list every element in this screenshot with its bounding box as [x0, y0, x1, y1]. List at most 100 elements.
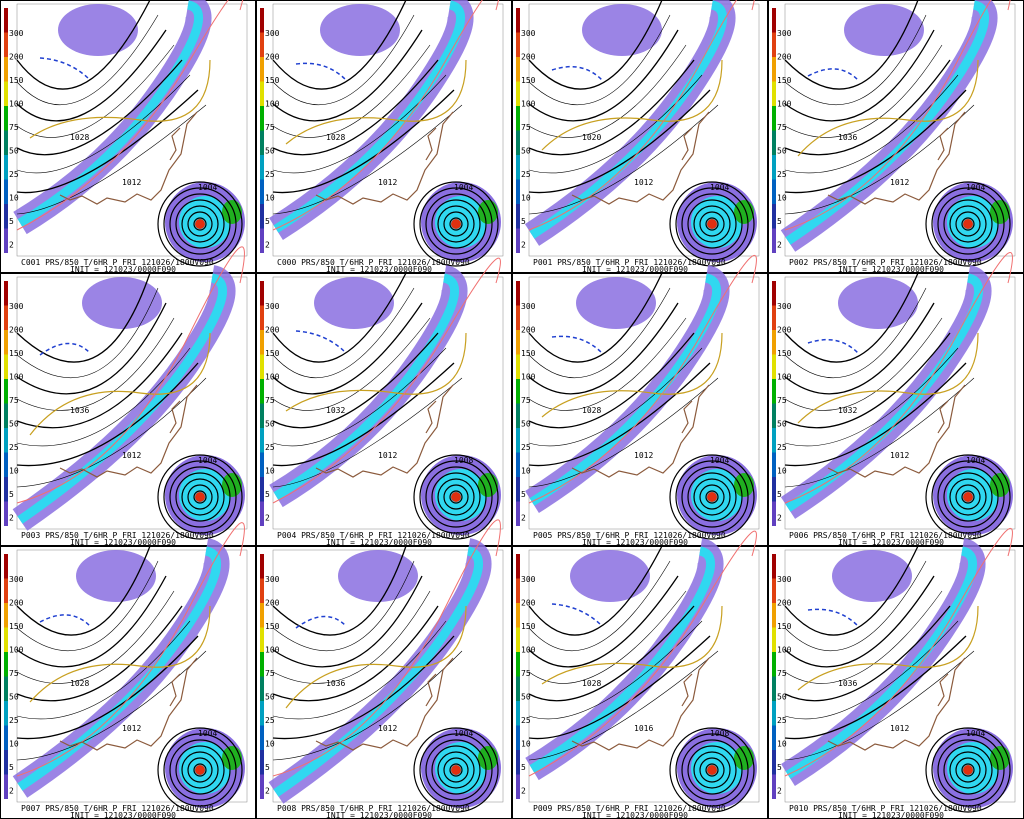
isobar: [419, 187, 493, 261]
colorbar-segment: [772, 676, 776, 701]
colorbar-label: 5: [9, 217, 14, 226]
height-contour: [272, 104, 463, 215]
precip-blob: [832, 550, 912, 602]
pressure-label: 1012: [634, 451, 653, 460]
height-contour: [528, 29, 679, 122]
colorbar-segment: [260, 57, 264, 82]
precip-blob: [314, 277, 394, 329]
isobar: [961, 763, 975, 777]
height-contour: [272, 377, 463, 488]
height-contour: [272, 89, 455, 194]
height-contour: [272, 0, 407, 90]
pressure-label: 1020: [582, 133, 601, 142]
isobar: [687, 472, 737, 522]
borders: [827, 384, 966, 478]
precip-core: [785, 273, 984, 512]
isobar: [943, 199, 993, 249]
colorbar-label: 200: [265, 326, 280, 335]
colorbar-label: 5: [265, 217, 270, 226]
colorbar-label: 150: [521, 349, 536, 358]
colorbar-segment: [516, 330, 520, 355]
borders: [827, 111, 966, 205]
pressure-label: 1036: [70, 406, 89, 415]
colorbar-segment: [516, 204, 520, 229]
colorbar-segment: [772, 652, 776, 677]
isobar: [705, 763, 719, 777]
colorbar-segment: [260, 554, 264, 579]
temp-contour-warm: [272, 519, 501, 777]
colorbar-label: 300: [777, 29, 792, 38]
colorbar-segment: [772, 204, 776, 229]
colorbar-segment: [516, 155, 520, 180]
storm-heavy: [734, 746, 754, 770]
isobar: [949, 478, 987, 516]
colorbar-label: 300: [777, 575, 792, 584]
isobar: [443, 484, 469, 510]
colorbar-label: 25: [265, 170, 275, 179]
colorbar-label: 100: [521, 100, 536, 109]
storm-center: [707, 765, 717, 775]
height-contour: [528, 287, 671, 379]
colorbar-label: 50: [521, 147, 531, 156]
colorbar-segment: [4, 750, 8, 775]
isobar: [443, 211, 469, 237]
isobar: [187, 211, 213, 237]
colorbar-label: 150: [265, 622, 280, 631]
height-contour: [784, 545, 919, 636]
precip-core: [273, 546, 484, 797]
pressure-label: 1032: [838, 406, 857, 415]
height-contour: [784, 317, 943, 411]
isobar: [961, 490, 975, 504]
colorbar-label: 5: [9, 763, 14, 772]
colorbar-label: 150: [9, 349, 24, 358]
height-contour: [16, 287, 159, 379]
colorbar-label: 25: [777, 170, 787, 179]
colorbar-label: 200: [265, 53, 280, 62]
colorbar-segment: [516, 379, 520, 404]
freezing-line: [807, 608, 859, 627]
isobar: [175, 472, 225, 522]
freezing-line: [39, 57, 91, 81]
freezing-line: [39, 614, 91, 627]
isobar: [449, 217, 463, 231]
colorbar-segment: [516, 477, 520, 502]
colorbar-label: 100: [265, 100, 280, 109]
member-caption: P006 PRS/850 T/6HR P FRI 121026/1800V090: [789, 531, 982, 540]
storm-heavy: [222, 473, 242, 497]
colorbar-label: 200: [521, 599, 536, 608]
height-contour: [528, 545, 663, 636]
colorbar-segment: [516, 603, 520, 628]
height-contour: [16, 377, 207, 488]
height-contour: [528, 362, 711, 467]
temp-contour-warm: [272, 0, 499, 231]
temp-contour-warm: [16, 246, 245, 504]
colorbar-label: 10: [9, 740, 19, 749]
colorbar-label: 10: [9, 467, 19, 476]
member-caption: P004 PRS/850 T/6HR P FRI 121026/1800V090: [277, 531, 470, 540]
isobar: [699, 757, 725, 783]
isobar: [705, 490, 719, 504]
init-caption: INIT = 121023/0000F090: [838, 538, 944, 547]
freezing-line: [551, 335, 603, 354]
colorbar-label: 200: [777, 53, 792, 62]
colorbar-segment: [260, 750, 264, 775]
height-contour: [272, 545, 407, 636]
height-contour: [784, 14, 927, 106]
isobar: [169, 739, 231, 801]
height-contour: [16, 0, 151, 90]
temp-contour-warm: [528, 530, 757, 777]
map-panel: 300 200 150 100 75 50 25 10 5 2 1004 1012 1028 P007 P…: [0, 522, 256, 819]
height-contour: [272, 575, 423, 668]
colorbar-segment: [516, 652, 520, 677]
isobar: [449, 763, 463, 777]
pressure-label: 1012: [378, 451, 397, 460]
height-contour: [16, 590, 175, 684]
precip-core: [17, 273, 228, 524]
colorbar-label: 25: [9, 716, 19, 725]
colorbar-segment: [772, 155, 776, 180]
freezing-line: [295, 62, 347, 81]
colorbar-segment: [516, 554, 520, 579]
colorbar-label: 300: [265, 575, 280, 584]
pressure-label: 1004: [454, 183, 473, 192]
borders: [315, 657, 454, 751]
